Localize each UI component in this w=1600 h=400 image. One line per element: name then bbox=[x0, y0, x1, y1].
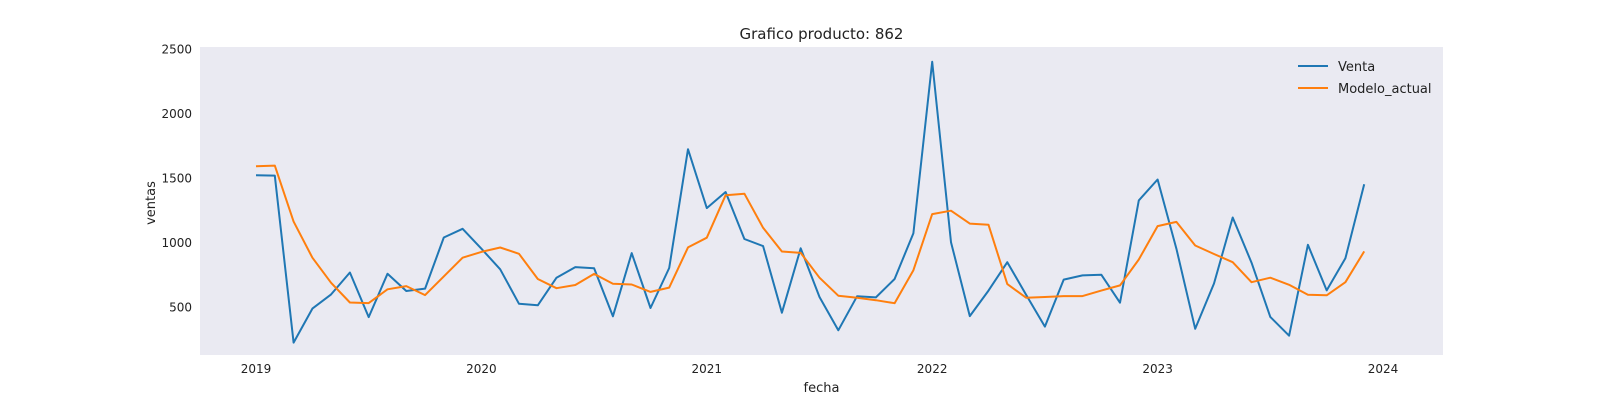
x-tick-label: 2019 bbox=[241, 362, 272, 376]
legend: Venta Modelo_actual bbox=[1298, 60, 1432, 97]
chart-title: Grafico producto: 862 bbox=[740, 25, 904, 43]
y-tick-label: 1500 bbox=[161, 171, 192, 185]
x-tick-label: 2020 bbox=[466, 362, 497, 376]
series-line-venta bbox=[255, 60, 1366, 344]
legend-label-venta: Venta bbox=[1338, 60, 1375, 75]
x-tick-label: 2021 bbox=[692, 362, 723, 376]
x-tick-label: 2024 bbox=[1368, 362, 1399, 376]
x-tick-label: 2023 bbox=[1142, 362, 1173, 376]
x-axis-ticks: 2019 2020 2021 2022 2023 2024 bbox=[241, 362, 1399, 376]
legend-label-modelo-actual: Modelo_actual bbox=[1338, 82, 1432, 97]
y-axis-label: ventas bbox=[144, 181, 159, 225]
y-tick-label: 2500 bbox=[161, 43, 192, 57]
y-tick-label: 500 bbox=[169, 300, 192, 314]
x-axis-label: fecha bbox=[804, 381, 840, 396]
y-tick-label: 2000 bbox=[161, 107, 192, 121]
plot-background bbox=[200, 47, 1443, 355]
y-axis-ticks: 500 1000 1500 2000 2500 bbox=[161, 43, 192, 315]
y-tick-label: 1000 bbox=[161, 236, 192, 250]
x-tick-label: 2022 bbox=[917, 362, 948, 376]
series-lines bbox=[255, 60, 1366, 344]
series-line-modelo-actual bbox=[255, 164, 1366, 305]
